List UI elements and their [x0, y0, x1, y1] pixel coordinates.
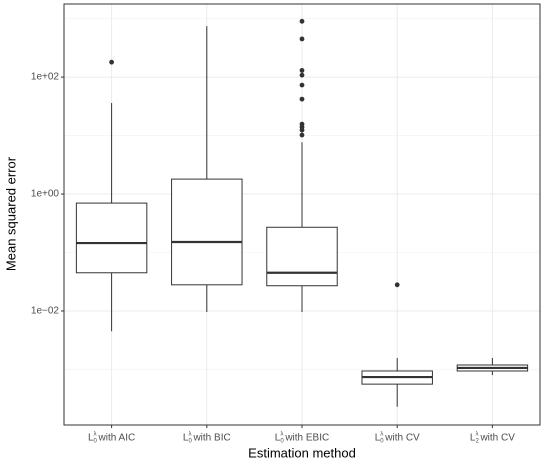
- box: [266, 226, 338, 287]
- x-axis-title: Estimation method: [248, 445, 356, 460]
- y-tick-label: 1e+02: [31, 72, 60, 83]
- x-label-sup: λ: [280, 432, 283, 438]
- x-label-base: L: [275, 433, 281, 444]
- outlier: [299, 82, 305, 88]
- x-label-sub: 0: [188, 439, 192, 445]
- x-label-sub: 0: [380, 439, 384, 445]
- outlier: [299, 132, 305, 138]
- outlier: [299, 72, 305, 78]
- outlier: [394, 282, 400, 288]
- outlier: [299, 36, 305, 42]
- x-label-sup: λ: [94, 432, 97, 438]
- x-label-text: with CV: [479, 433, 515, 444]
- x-label-sup: λ: [475, 432, 478, 438]
- x-label-base: L: [470, 433, 476, 444]
- x-label-base: L: [88, 433, 94, 444]
- panel-border: [63, 3, 541, 426]
- x-label-sub: 2: [475, 439, 479, 445]
- box: [171, 178, 243, 286]
- y-tick-label: 1e−02: [31, 306, 60, 317]
- y-tick-label: 1e+00: [31, 189, 60, 200]
- outlier: [299, 96, 305, 102]
- box: [75, 202, 148, 274]
- outlier: [299, 18, 305, 24]
- x-label-text: with AIC: [98, 433, 136, 444]
- x-label-sub: 0: [94, 439, 98, 445]
- x-label-base: L: [183, 433, 189, 444]
- outlier: [109, 59, 114, 65]
- x-label-sup: λ: [380, 432, 383, 438]
- x-label-text: with BIC: [192, 433, 230, 444]
- x-label-sub: 0: [280, 439, 284, 445]
- outlier: [299, 127, 305, 133]
- x-label-text: with EBIC: [284, 433, 329, 444]
- y-axis-title: Mean squared error: [3, 156, 18, 271]
- outlier: [299, 68, 305, 73]
- x-label-text: with CV: [384, 433, 420, 444]
- x-label-base: L: [375, 433, 381, 444]
- x-label-sup: λ: [188, 432, 191, 438]
